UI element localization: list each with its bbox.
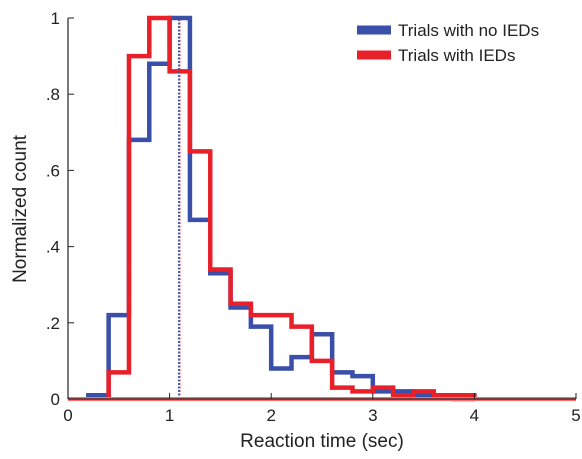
x-tick-label: 4	[470, 406, 479, 425]
legend-label-1: Trials with no IEDs	[398, 21, 539, 40]
y-tick-label: .8	[46, 85, 60, 104]
y-tick-label: .2	[46, 314, 60, 333]
y-tick-label: 1	[51, 9, 60, 28]
x-tick-label: 3	[368, 406, 377, 425]
x-tick-label: 0	[63, 406, 72, 425]
y-tick-label: .6	[46, 161, 60, 180]
y-axis-label: Normalized count	[10, 134, 31, 283]
series-2-histogram	[106, 15, 477, 399]
axes: 0 1 2 3 4 5 0 .2 .4 .6 .8 1	[46, 9, 581, 425]
series-1-histogram	[86, 15, 475, 402]
x-tick-label: 1	[165, 406, 174, 425]
y-tick-label: 0	[51, 390, 60, 409]
plot-area	[68, 15, 576, 402]
y-tick-label: .4	[46, 238, 60, 257]
x-tick-label: 2	[266, 406, 275, 425]
legend-label-2: Trials with IEDs	[398, 46, 515, 65]
x-tick-label: 5	[571, 406, 580, 425]
x-axis-label: Reaction time (sec)	[240, 431, 404, 452]
legend: Trials with no IEDs Trials with IEDs	[357, 21, 539, 65]
